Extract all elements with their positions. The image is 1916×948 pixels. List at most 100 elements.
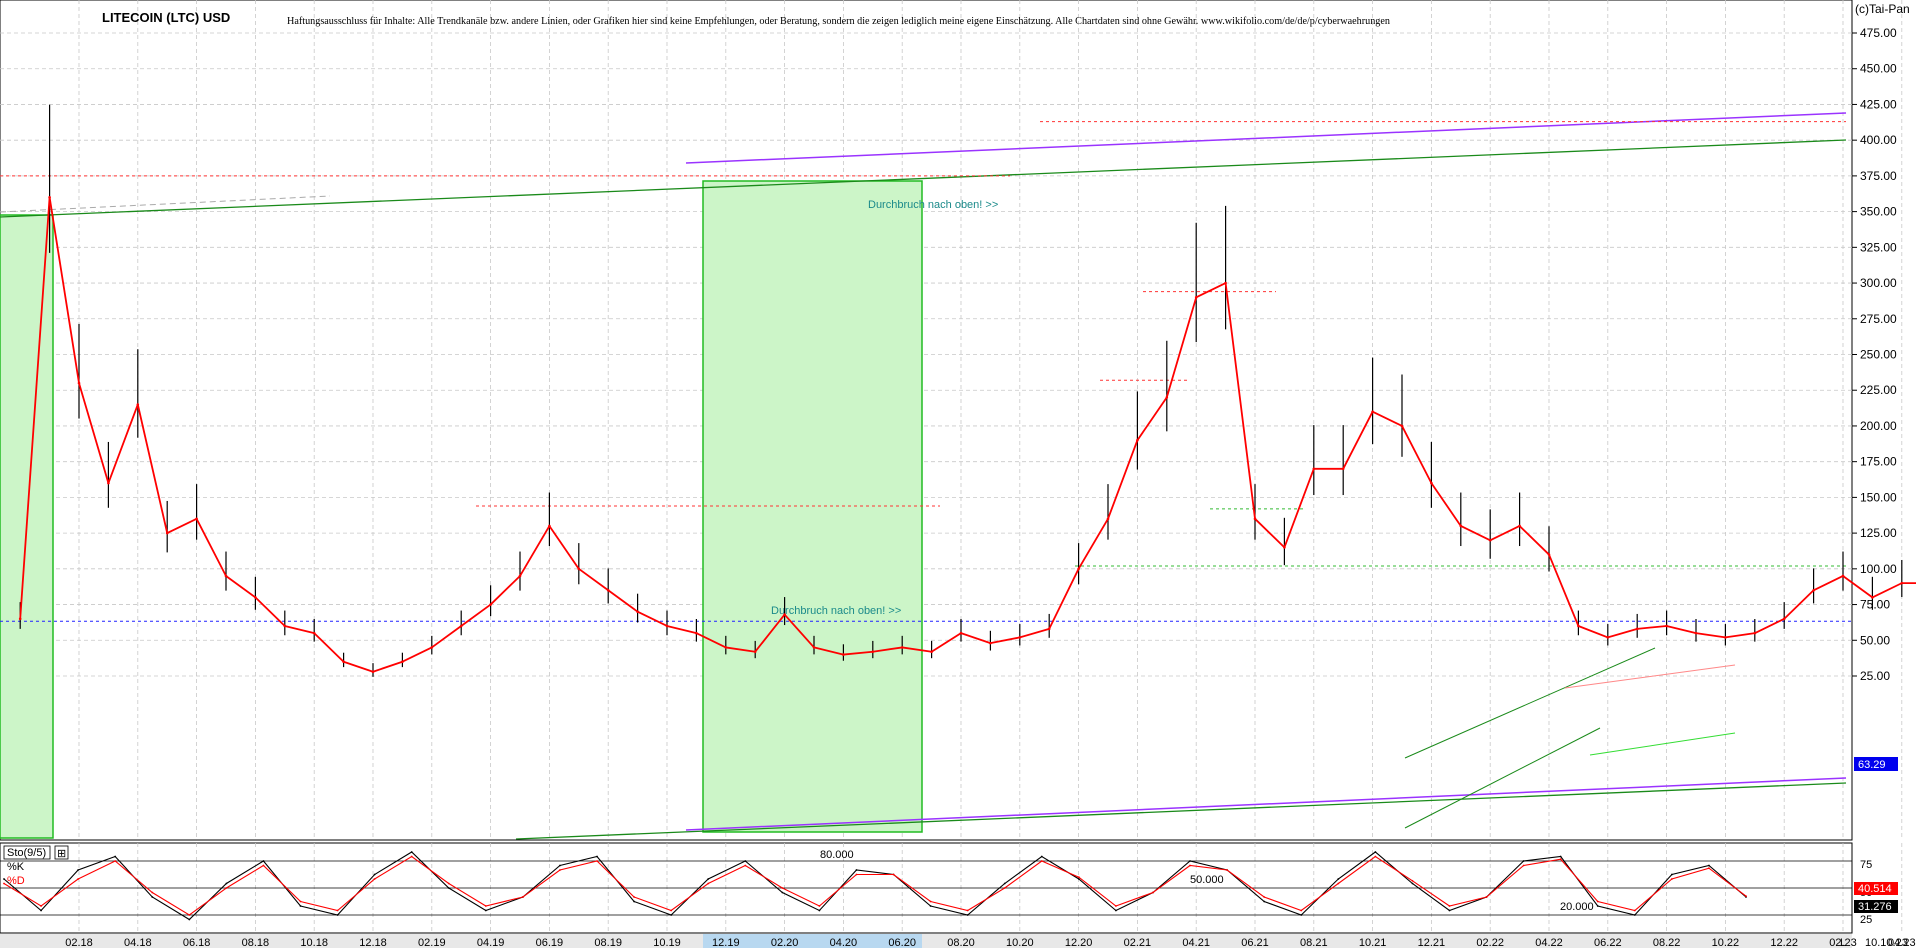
channel-upper-green xyxy=(1404,647,1656,759)
stoch-point-k xyxy=(188,918,191,921)
stoch-point-d xyxy=(225,887,228,889)
stoch-point-d xyxy=(299,900,302,903)
x-tick-label: 02.23 xyxy=(1829,937,1857,948)
breakout-annotation-2: Durchbruch nach oben! >> xyxy=(771,605,901,617)
x-tick-label: 06.19 xyxy=(536,937,564,948)
stoch-point-d xyxy=(1633,909,1636,912)
oscillator-name-box xyxy=(3,845,51,860)
oscillator-level-80: 80.000 xyxy=(820,849,854,861)
x-tick-label: 06.22 xyxy=(1594,937,1622,948)
channel-lower-green xyxy=(1404,727,1601,829)
stoch-point-k xyxy=(1040,855,1043,858)
y-tick-label: 475.00 xyxy=(1860,26,1897,40)
time-axis-end-marker: L xyxy=(1840,937,1846,948)
stoch-point-d xyxy=(77,878,80,880)
main-plot-frame xyxy=(0,0,1853,841)
stoch-point-d xyxy=(40,905,42,907)
x-tick-label: 08.19 xyxy=(594,937,622,948)
y-tick-label: 200.00 xyxy=(1860,419,1897,433)
stoch-point-k xyxy=(855,869,858,871)
stoch-point-d xyxy=(1559,858,1562,861)
stoch-point-d xyxy=(670,909,673,912)
stoch-point-d xyxy=(1152,891,1154,894)
stoch-point-d xyxy=(1300,909,1303,912)
stoch-point-k xyxy=(559,864,561,867)
stoch-point-d xyxy=(1670,878,1673,880)
stoch-point-k xyxy=(929,905,932,907)
x-tick-label: 08.22 xyxy=(1653,937,1681,948)
stoch-point-d xyxy=(521,896,524,898)
y-tick-label: 425.00 xyxy=(1860,97,1897,111)
y-tick-label: 350.00 xyxy=(1860,205,1897,219)
stoch-point-d xyxy=(966,909,969,912)
y-tick-label: 75.00 xyxy=(1860,598,1890,612)
stoch-point-k xyxy=(1708,864,1710,867)
stoch-point-k xyxy=(1115,909,1117,912)
stoch-point-k xyxy=(707,878,710,880)
y-tick-label: 100.00 xyxy=(1860,562,1897,576)
y-tick-label: 150.00 xyxy=(1860,490,1897,504)
x-tick-label: 04.21 xyxy=(1182,937,1210,948)
stoch-point-d xyxy=(1374,855,1377,858)
copyright-text: (c)Tai-Pan xyxy=(1855,2,1910,16)
stoch-point-d xyxy=(262,864,265,867)
time-axis-highlight xyxy=(703,934,922,948)
stoch-point-d xyxy=(1115,905,1117,907)
stoch-point-d xyxy=(336,909,339,912)
x-tick-label: 02.22 xyxy=(1476,937,1504,948)
disclaimer-text: Haftungsausschluss für Inhalte: Alle Tre… xyxy=(287,16,1390,27)
stoch-point-k xyxy=(744,860,747,862)
y-tick-label: 275.00 xyxy=(1860,312,1897,326)
stoch-point-d xyxy=(744,864,747,867)
stoch-point-k xyxy=(336,914,339,916)
stoch-point-d xyxy=(559,869,561,871)
add-indicator-icon: ⊞ xyxy=(57,848,66,860)
x-tick-label: 10.22 xyxy=(1712,937,1740,948)
stoch-point-d xyxy=(1337,882,1340,885)
stoch-point-k xyxy=(818,909,821,912)
stoch-point-d xyxy=(484,905,487,907)
y-tick-label: 250.00 xyxy=(1860,348,1897,362)
stoch-line-d xyxy=(3,855,1747,916)
x-tick-label: 10.19 xyxy=(653,937,681,948)
price-series xyxy=(18,104,1916,677)
x-tick-label: 12.20 xyxy=(1065,937,1093,948)
x-tick-label: 02.20 xyxy=(771,937,799,948)
stoch-point-k xyxy=(1411,882,1414,885)
stoch-point-d xyxy=(633,896,635,898)
stoch-point-d xyxy=(1040,860,1043,862)
stoch-point-k xyxy=(1596,905,1599,907)
x-tick-label: 04.23 xyxy=(1888,937,1916,948)
y-tick-label: 50.00 xyxy=(1860,633,1890,647)
stoch-point-d xyxy=(447,882,450,885)
stoch-point-k xyxy=(1670,873,1673,876)
oscillator-name: Sto(9/5) xyxy=(7,847,46,859)
y-tick-label: 325.00 xyxy=(1860,240,1897,254)
upper-trendline-dashed xyxy=(0,195,331,213)
breakout-annotation-1: Durchbruch nach oben! >> xyxy=(868,199,998,211)
stoch-point-d xyxy=(1485,896,1488,898)
x-tick-label: 12.18 xyxy=(359,937,387,948)
stoch-point-k xyxy=(1522,860,1525,862)
support-line-light-green xyxy=(1589,732,1736,756)
stoch-point-d xyxy=(1263,896,1266,898)
stoch-point-k xyxy=(1077,878,1080,880)
y-tick-label: 125.00 xyxy=(1860,526,1897,540)
y-tick-label: 375.00 xyxy=(1860,169,1897,183)
stoch-point-d xyxy=(373,878,376,880)
stoch-point-d xyxy=(1708,867,1710,870)
x-tick-label: 10.20 xyxy=(1006,937,1034,948)
add-indicator-button[interactable] xyxy=(54,845,69,860)
oscillator-d-value: 31.276 xyxy=(1858,901,1892,913)
resistance-line-pink xyxy=(1564,664,1736,689)
stoch-point-k xyxy=(1337,878,1340,880)
x-tick-label: 02.21 xyxy=(1124,937,1152,948)
time-axis: 02.18 04.18 06.18 08.18 10.18 12.18 02.19 04.19… xyxy=(65,937,1916,948)
x-tick-label: 06.20 xyxy=(888,937,916,948)
stoch-point-k xyxy=(966,914,969,916)
stoch-point-d xyxy=(1077,876,1080,879)
stoch-point-k xyxy=(373,873,376,876)
stoch-point-k xyxy=(670,914,673,916)
y-tick-label: 175.00 xyxy=(1860,455,1897,469)
